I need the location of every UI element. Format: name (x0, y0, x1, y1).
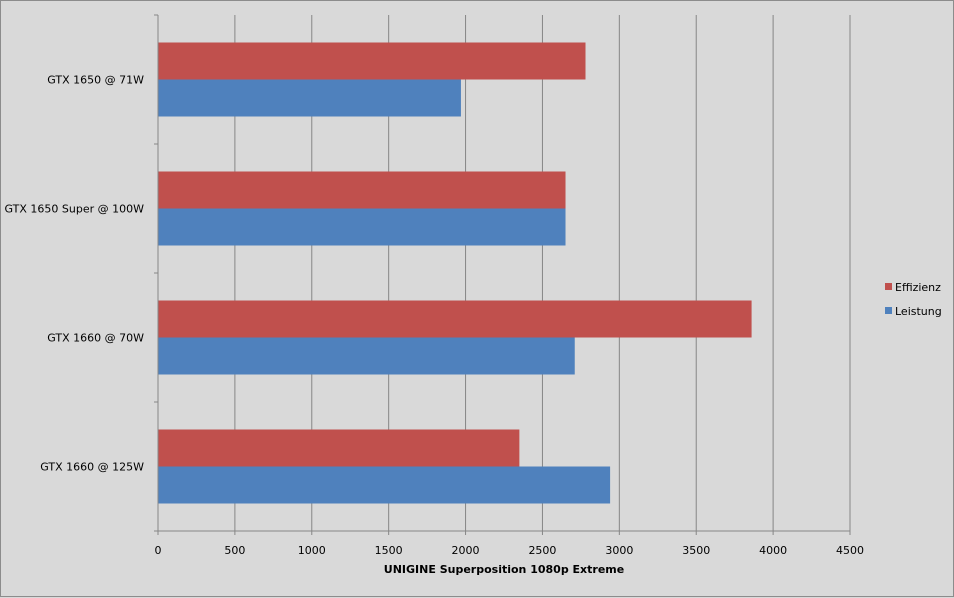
x-tick-label: 500 (224, 544, 245, 557)
x-tick-label: 2000 (452, 544, 480, 557)
x-tick-label: 3000 (605, 544, 633, 557)
bar-effizienz-0 (158, 42, 586, 80)
x-tick-label: 1500 (375, 544, 403, 557)
axes (154, 14, 851, 535)
x-tick-label: 4500 (836, 544, 864, 557)
y-tick-labels: GTX 1650 @ 71W GTX 1650 Super @ 100W GTX 1… (5, 74, 145, 474)
bar-leistung-2 (158, 337, 575, 375)
bars (158, 42, 752, 504)
bar-effizienz-3 (158, 429, 520, 467)
x-axis-label: UNIGINE Superposition 1080p Extreme (384, 563, 624, 576)
x-tick-label: 4000 (759, 544, 787, 557)
legend-label-leistung: Leistung (895, 305, 942, 318)
y-tick-label: GTX 1660 @ 70W (47, 332, 144, 345)
x-tick-label: 2500 (528, 544, 556, 557)
x-tick-labels: 0 500 1000 1500 2000 2500 3000 3500 4000 4500 (155, 544, 865, 557)
bar-effizienz-2 (158, 300, 752, 338)
legend-swatch-leistung (885, 307, 892, 314)
bar-leistung-3 (158, 466, 611, 504)
y-tick-label: GTX 1650 @ 71W (47, 74, 144, 87)
x-tick-label: 3500 (682, 544, 710, 557)
y-tick-label: GTX 1650 Super @ 100W (5, 203, 145, 216)
y-tick-label: GTX 1660 @ 125W (40, 461, 144, 474)
legend-label-effizienz: Effizienz (895, 281, 941, 294)
bar-effizienz-1 (158, 171, 566, 209)
legend-swatch-effizienz (885, 283, 892, 290)
x-tick-label: 0 (155, 544, 162, 557)
legend: Effizienz Leistung (885, 281, 942, 318)
bar-leistung-0 (158, 79, 461, 117)
x-tick-label: 1000 (298, 544, 326, 557)
bar-leistung-1 (158, 208, 566, 246)
